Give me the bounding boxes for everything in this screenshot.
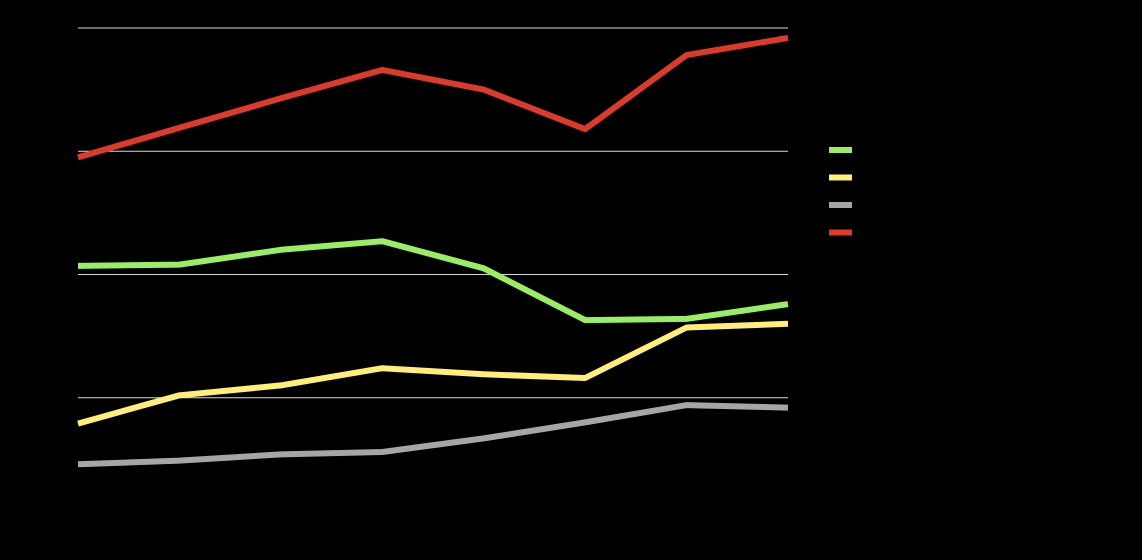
series-line-3 bbox=[77, 402, 789, 468]
series-lines bbox=[77, 34, 789, 468]
series-line-2 bbox=[77, 320, 789, 427]
gridlines bbox=[78, 27, 788, 399]
legend-swatch-2 bbox=[829, 174, 852, 181]
legend-swatch-4 bbox=[829, 229, 852, 236]
legend bbox=[829, 147, 852, 236]
legend-swatch-1 bbox=[829, 147, 852, 153]
legend-swatch-3 bbox=[829, 202, 852, 208]
series-line-1 bbox=[77, 238, 789, 324]
series-line-4 bbox=[77, 34, 789, 161]
